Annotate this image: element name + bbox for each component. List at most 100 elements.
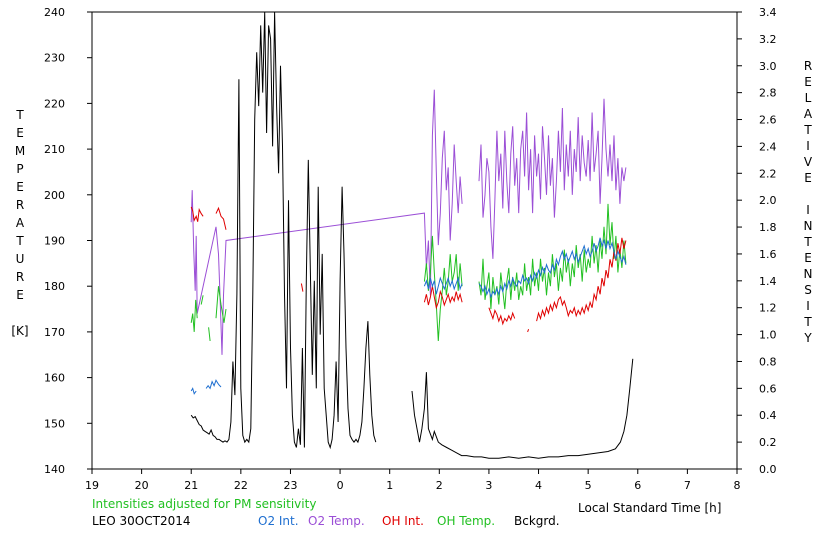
series-line-oh-temp — [423, 235, 463, 342]
y-left-axis-letter: [K] — [11, 324, 28, 338]
series-line-oh-temp — [190, 299, 198, 332]
y-right-axis-letter: A — [804, 107, 813, 121]
legend-item: OH Temp. — [437, 514, 495, 528]
legend-item: OH Int. — [382, 514, 424, 528]
x-tick-label: 1 — [386, 479, 393, 492]
y-left-axis-letter: A — [16, 216, 25, 230]
y-right-axis-letter: I — [806, 203, 810, 217]
series-line-oh-int — [536, 237, 627, 322]
y-right-axis-letter: E — [804, 171, 812, 185]
series-line-oh-int — [527, 329, 530, 333]
y-right-axis-letter: E — [804, 75, 812, 89]
y-left-axis-letter: R — [16, 198, 24, 212]
y-right-tick-label: 2.8 — [759, 87, 777, 100]
series-line-o2-int — [190, 387, 197, 395]
y-left-tick-label: 160 — [44, 372, 65, 385]
series-line-oh-int — [190, 206, 204, 222]
y-right-axis-letter: L — [805, 91, 812, 105]
series-line-o2-temp — [478, 98, 627, 259]
y-left-axis-letter: T — [15, 234, 24, 248]
y-left-tick-label: 220 — [44, 97, 65, 110]
series-line-bckgrd — [190, 11, 377, 450]
x-tick-label: 5 — [585, 479, 592, 492]
y-left-tick-label: 240 — [44, 6, 65, 19]
series-line-o2-int — [205, 379, 222, 390]
y-right-tick-label: 0.6 — [759, 382, 777, 395]
y-left-tick-label: 150 — [44, 417, 65, 430]
y-right-axis-letter: T — [803, 315, 812, 329]
station-date-label: LEO 30OCT2014 — [92, 514, 191, 528]
y-left-tick-label: 230 — [44, 52, 65, 65]
adjusted-note: Intensities adjusted for PM sensitivity — [92, 497, 316, 511]
y-right-tick-label: 2.2 — [759, 167, 777, 180]
series-line-oh-int — [423, 286, 463, 310]
x-tick-label: 23 — [283, 479, 297, 492]
x-tick-label: 0 — [337, 479, 344, 492]
x-tick-label: 8 — [734, 479, 741, 492]
series-line-oh-int — [300, 283, 304, 292]
y-left-axis-letter: E — [16, 126, 24, 140]
y-left-tick-label: 190 — [44, 235, 65, 248]
y-left-axis-letter: E — [16, 288, 24, 302]
y-right-tick-label: 2.6 — [759, 114, 777, 127]
y-left-tick-label: 210 — [44, 143, 65, 156]
series-line-oh-temp — [478, 203, 627, 310]
y-right-tick-label: 0.0 — [759, 463, 777, 476]
x-tick-label: 21 — [184, 479, 198, 492]
series-line-oh-temp — [215, 286, 227, 323]
y-right-tick-label: 1.8 — [759, 221, 777, 234]
y-left-axis-letter: T — [15, 108, 24, 122]
x-tick-label: 22 — [234, 479, 248, 492]
series-line-oh-temp — [200, 295, 204, 305]
y-left-tick-label: 180 — [44, 280, 65, 293]
series-line-bckgrd — [411, 358, 634, 459]
y-right-tick-label: 3.4 — [759, 6, 777, 19]
y-left-axis-letter: M — [15, 144, 25, 158]
series-layer — [190, 11, 634, 459]
series-line-o2-int — [478, 237, 627, 299]
y-right-axis-letter: V — [804, 155, 813, 169]
series-line-o2-int — [423, 276, 463, 295]
x-tick-label: 3 — [485, 479, 492, 492]
legend-item: O2 Temp. — [308, 514, 365, 528]
y-right-tick-label: 0.8 — [759, 355, 777, 368]
plot-frame — [91, 11, 738, 470]
series-line-oh-temp — [208, 327, 211, 342]
y-right-tick-label: 1.6 — [759, 248, 777, 261]
y-left-tick-label: 200 — [44, 189, 65, 202]
ticks-layer — [87, 11, 742, 474]
x-tick-label: 2 — [436, 479, 443, 492]
y-right-axis-letter: E — [804, 251, 812, 265]
y-right-tick-label: 1.4 — [759, 275, 777, 288]
x-tick-label: 6 — [634, 479, 641, 492]
y-right-tick-label: 2.4 — [759, 140, 777, 153]
y-right-axis-letter: N — [804, 219, 813, 233]
legend: O2 Int. O2 Temp. OH Int. OH Temp. Bckgrd. — [258, 514, 560, 528]
y-left-axis-letter: R — [16, 270, 24, 284]
y-right-axis-letter: T — [803, 235, 812, 249]
series-line-o2-temp — [190, 89, 463, 355]
x-axis-label: Local Standard Time [h] — [578, 501, 721, 515]
legend-item: O2 Int. — [258, 514, 299, 528]
y-right-axis-letter: I — [806, 139, 810, 153]
y-right-tick-label: 1.0 — [759, 329, 777, 342]
y-left-axis-letter: E — [16, 180, 24, 194]
y-right-tick-label: 0.4 — [759, 409, 777, 422]
series-line-oh-int — [488, 307, 516, 326]
y-left-axis-letter: P — [16, 162, 23, 176]
y-right-tick-label: 0.2 — [759, 436, 777, 449]
x-tick-label: 4 — [535, 479, 542, 492]
y-left-tick-label: 170 — [44, 326, 65, 339]
series-line-oh-int — [215, 206, 227, 230]
y-right-axis-letter: T — [803, 123, 812, 137]
legend-item: Bckgrd. — [514, 514, 560, 528]
y-right-tick-label: 1.2 — [759, 302, 777, 315]
x-tick-label: 7 — [684, 479, 691, 492]
y-right-axis-letter: N — [804, 267, 813, 281]
y-right-tick-label: 2.0 — [759, 194, 777, 207]
labels-layer: 19 20 21 22 23 0 1 2 3 4 5 6 7 8140150160170180190200… — [11, 6, 813, 492]
y-right-tick-label: 3.0 — [759, 60, 777, 73]
x-tick-label: 20 — [135, 479, 149, 492]
